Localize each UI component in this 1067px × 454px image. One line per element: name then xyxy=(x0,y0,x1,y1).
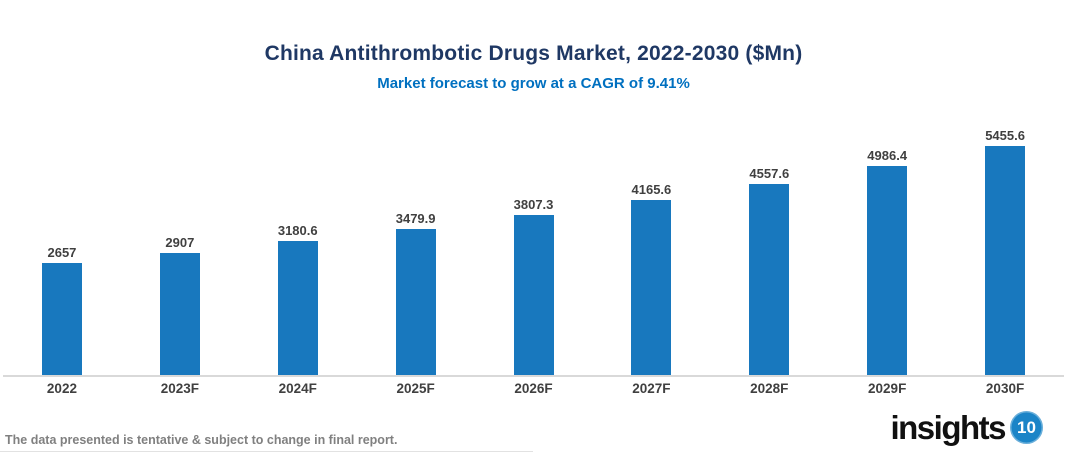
bar-column: 2907 xyxy=(121,92,239,375)
bar-column: 3180.6 xyxy=(239,92,357,375)
bar xyxy=(159,253,200,375)
bar-value-label: 3180.6 xyxy=(277,223,318,238)
x-axis-labels: 2022 2023F 2024F 2025F 2026F 2027F 2028F 2029F 2… xyxy=(3,381,1064,396)
logo-wordmark: insights xyxy=(890,409,1006,446)
bar-column: 5455.6 xyxy=(946,92,1064,375)
bar xyxy=(985,146,1026,375)
x-axis-tick-label: 2024F xyxy=(278,381,317,396)
x-axis-tick-label: 2029F xyxy=(868,381,907,396)
chart-subtitle: Market forecast to grow at a CAGR of 9.4… xyxy=(377,75,690,92)
bar-column: 3479.9 xyxy=(357,92,475,375)
x-axis-tick-label: 2023F xyxy=(160,381,199,396)
x-axis-tick-label: 2030F xyxy=(985,381,1025,396)
disclaimer-text: The data presented is tentative & subjec… xyxy=(5,433,398,447)
bar-column: 4986.4 xyxy=(828,92,946,375)
bar xyxy=(631,200,672,375)
bar-value-label: 2657 xyxy=(47,245,77,260)
bar-value-label: 2907 xyxy=(165,235,195,250)
bar-value-label: 3479.9 xyxy=(395,211,436,226)
bar xyxy=(749,184,790,375)
brand-logo: insights 10 xyxy=(890,411,1043,444)
bar xyxy=(867,166,908,375)
chart-header: China Antithrombotic Drugs Market, 2022-… xyxy=(0,0,1067,92)
x-axis-tick-label: 2027F xyxy=(632,381,671,396)
bar-column: 4557.6 xyxy=(710,92,828,375)
bar-column: 4165.6 xyxy=(592,92,710,375)
x-axis-tick-label: 2022 xyxy=(46,381,77,396)
bar xyxy=(395,229,436,375)
x-axis-tick-label: 2028F xyxy=(750,381,789,396)
bar-value-label: 4557.6 xyxy=(749,166,790,181)
x-axis-tick-label: 2025F xyxy=(396,381,435,396)
chart-title: China Antithrombotic Drugs Market, 2022-… xyxy=(264,42,803,65)
bar-value-label: 5455.6 xyxy=(985,128,1025,143)
x-axis-tick-label: 2026F xyxy=(514,381,553,396)
bar-value-label: 4165.6 xyxy=(631,182,672,197)
bottom-divider xyxy=(0,451,533,452)
bar xyxy=(277,241,318,375)
bar-column: 3807.3 xyxy=(475,92,593,375)
bar-value-label: 4986.4 xyxy=(867,148,908,163)
bar xyxy=(41,263,82,375)
bar-value-label: 3807.3 xyxy=(513,197,554,212)
logo-badge-icon: 10 xyxy=(1010,411,1043,444)
bar xyxy=(513,215,554,375)
bar-column: 2657 xyxy=(3,92,121,375)
bar-series: 2657 2907 3180.6 3479.9 3807.3 4165.6 4557.6 49… xyxy=(3,92,1064,377)
